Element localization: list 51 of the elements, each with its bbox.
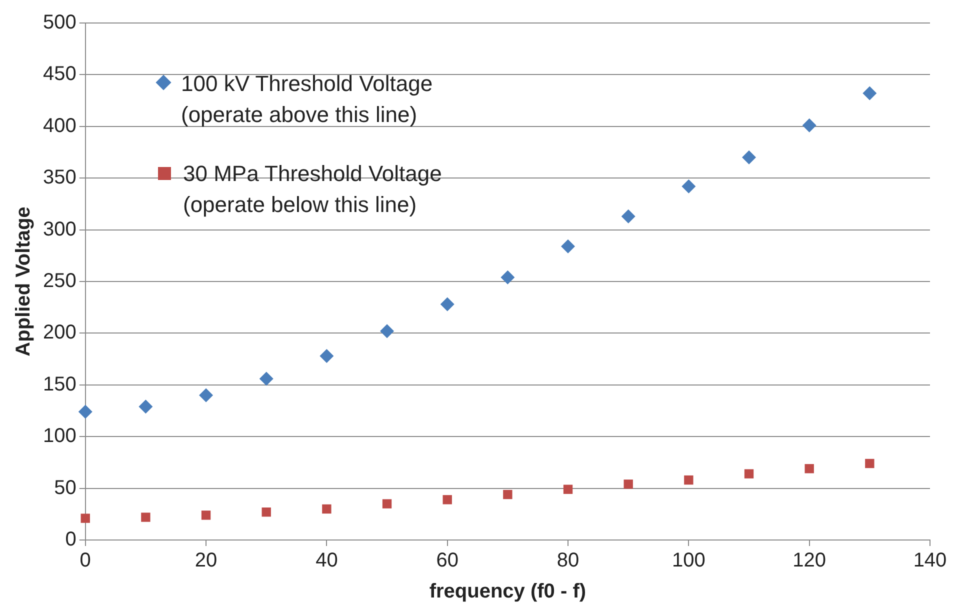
legend-label: 30 MPa Threshold Voltage (operate below this line) [183, 160, 442, 219]
x-tick-label: 140 [913, 550, 947, 572]
y-tick-label: 500 [42, 12, 76, 34]
point [744, 469, 754, 478]
legend-label: 100 kV Threshold Voltage (operate above this line) [181, 70, 433, 129]
y-tick-label: 450 [42, 63, 76, 86]
y-tick-label: 100 [42, 425, 76, 448]
y-axis-title: Applied Voltage [12, 206, 35, 356]
point [440, 297, 454, 312]
point [682, 179, 696, 194]
point [561, 239, 576, 254]
point [322, 504, 332, 514]
y-tick-label: 300 [42, 218, 76, 240]
point [201, 510, 211, 520]
point [80, 514, 90, 523]
point [684, 475, 694, 485]
x-tick-label: 0 [80, 550, 91, 572]
y-tick-label: 0 [65, 528, 76, 551]
point [742, 150, 756, 164]
x-tick-label: 40 [316, 550, 338, 572]
point [624, 480, 633, 489]
point [865, 458, 874, 468]
x-axis-title: frequency (f0 - f) [429, 580, 586, 603]
x-tick-label: 120 [792, 550, 826, 572]
y-tick-label: 400 [42, 114, 76, 137]
point [262, 507, 271, 517]
point [138, 400, 153, 414]
y-tick-label: 250 [42, 270, 76, 292]
y-tick-label: 50 [54, 476, 76, 499]
x-tick-label: 100 [672, 550, 706, 572]
point [380, 324, 394, 338]
point [382, 499, 392, 508]
point [503, 490, 512, 500]
point [78, 404, 92, 419]
point [320, 348, 334, 363]
point [621, 209, 636, 224]
x-tick-label: 60 [436, 550, 458, 572]
point [563, 484, 573, 494]
point [500, 270, 515, 284]
point [141, 512, 150, 522]
point [862, 86, 877, 100]
y-tick-label: 150 [42, 373, 76, 396]
y-tick-label: 200 [42, 322, 76, 344]
point [804, 464, 814, 474]
x-tick-label: 80 [556, 550, 580, 572]
y-tick-label: 350 [42, 166, 76, 189]
point [259, 372, 274, 386]
point [802, 118, 816, 132]
point [442, 495, 452, 504]
x-tick-label: 20 [194, 550, 218, 572]
point [199, 388, 214, 402]
